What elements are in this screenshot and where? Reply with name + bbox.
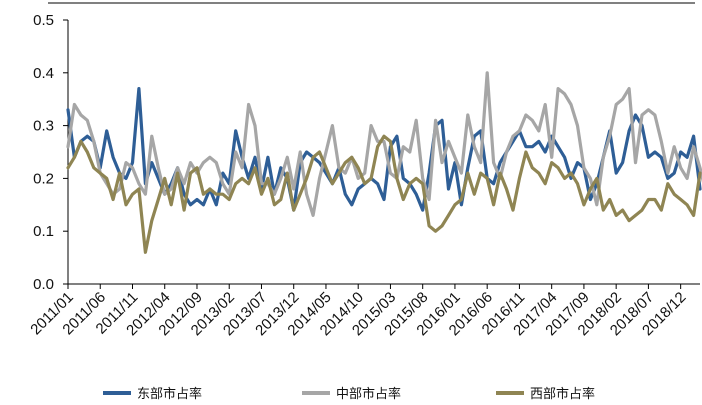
y-tick-label: 0.2 <box>33 170 54 187</box>
legend-label-2: 中部市占率 <box>336 386 401 402</box>
y-tick-label: 0.4 <box>33 65 54 82</box>
y-tick-label: 0.3 <box>33 118 54 135</box>
y-tick-label: 0.0 <box>33 276 54 293</box>
series-line-2 <box>66 71 702 217</box>
legend: 东部市占率 中部市占率 西部市占率 <box>103 386 595 402</box>
y-tick-label: 0.5 <box>33 12 54 29</box>
x-axis: 2011/012011/062011/112012/042012/092013/… <box>27 283 700 339</box>
legend-label-3: 西部市占率 <box>530 386 595 402</box>
y-axis: 0.0 0.1 0.2 0.3 0.4 0.5 <box>33 12 69 293</box>
series-line-3 <box>66 134 702 254</box>
y-tick-label: 0.1 <box>33 223 54 240</box>
series-group <box>66 71 702 254</box>
legend-label-1: 东部市占率 <box>137 386 202 402</box>
